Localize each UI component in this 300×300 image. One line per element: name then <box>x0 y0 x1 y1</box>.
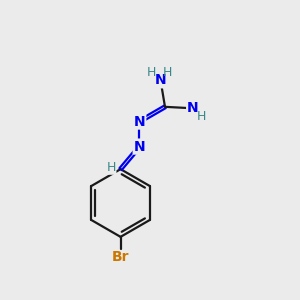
Text: H: H <box>162 66 172 79</box>
Text: N: N <box>134 115 145 129</box>
Text: N: N <box>134 140 145 154</box>
Text: H: H <box>146 66 156 79</box>
Text: H: H <box>196 110 206 123</box>
Text: N: N <box>187 101 199 115</box>
Text: H: H <box>106 161 116 174</box>
Text: Br: Br <box>112 250 129 264</box>
Text: N: N <box>155 73 167 87</box>
